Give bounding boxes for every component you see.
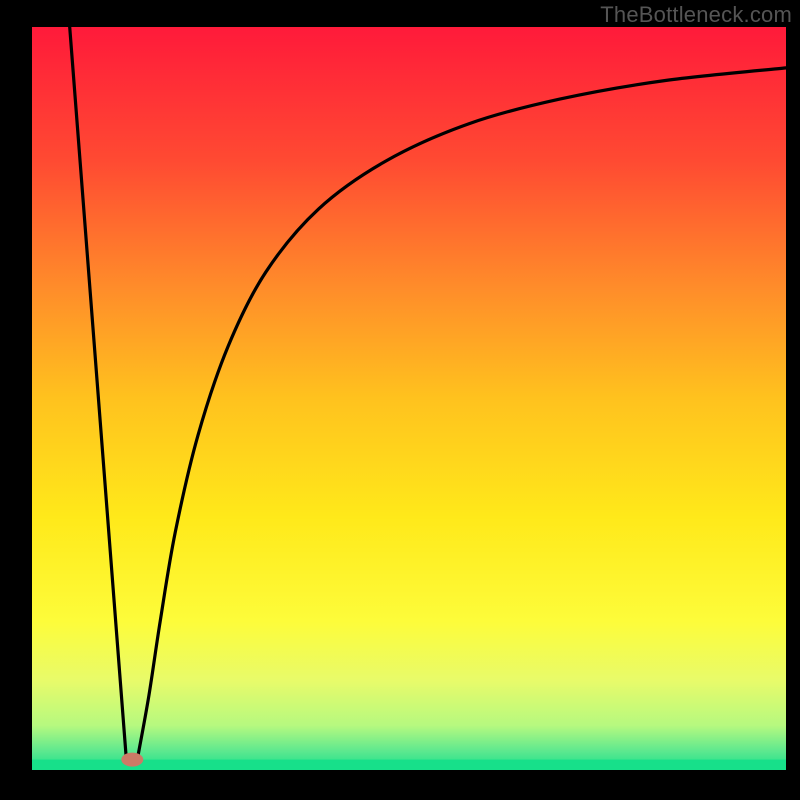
dip-marker <box>121 753 143 767</box>
plot-background-gradient <box>32 27 786 770</box>
bottom-green-band <box>32 760 786 770</box>
watermark-text: TheBottleneck.com <box>600 2 792 28</box>
chart-container: TheBottleneck.com <box>0 0 800 800</box>
plot-svg <box>0 0 800 800</box>
